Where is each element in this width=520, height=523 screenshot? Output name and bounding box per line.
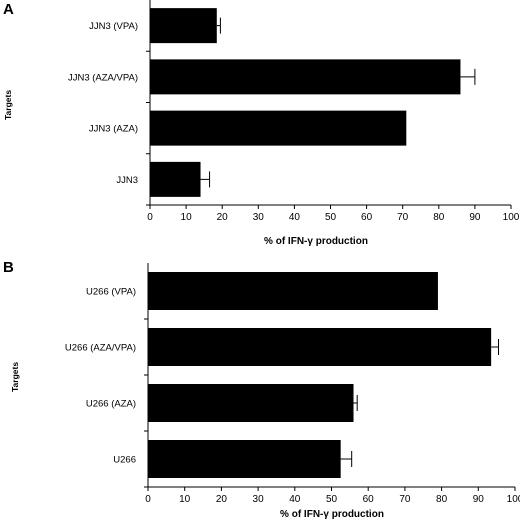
panel-b-category-label: U266 bbox=[113, 455, 136, 466]
panel-a-letter: A bbox=[3, 1, 14, 18]
panel-b-x-tick-label: 70 bbox=[399, 494, 411, 505]
panel-b: B Targets % of IFN-γ production 0 10 20 30 4… bbox=[3, 259, 520, 520]
panel-b-x-tick-label: 50 bbox=[326, 494, 338, 505]
panel-b-x-tick-label: 90 bbox=[473, 494, 485, 505]
panel-a-x-tick-label: 50 bbox=[325, 212, 337, 223]
panel-b-x-axis-label: % of IFN-γ production bbox=[280, 509, 384, 520]
panel-a-x-tick-label: 100 bbox=[503, 212, 520, 223]
panel-a-x-tick-label: 70 bbox=[397, 212, 409, 223]
panel-a-x-tick-label: 20 bbox=[217, 212, 229, 223]
panel-a-category-label: JJN3 (AZA) bbox=[89, 124, 138, 135]
panel-a-category-label: JJN3 bbox=[116, 175, 138, 186]
panel-b-plot-area: 0 10 20 30 40 50 60 70 80 90 100 U266 (VPA) U266 (AZ… bbox=[65, 263, 520, 505]
panel-b-category-label: U266 (VPA) bbox=[86, 287, 136, 298]
panel-a-bar bbox=[150, 8, 217, 44]
panel-a-x-tick-label: 30 bbox=[253, 212, 265, 223]
panel-b-x-tick-label: 20 bbox=[216, 494, 228, 505]
panel-b-x-tick-label: 0 bbox=[145, 494, 151, 505]
panel-a-x-axis-label: % of IFN-γ production bbox=[264, 236, 368, 247]
panel-a-x-tick-label: 80 bbox=[433, 212, 445, 223]
panel-b-letter: B bbox=[3, 259, 14, 276]
panel-b-bar bbox=[148, 440, 341, 478]
panel-a-x-tick-label: 40 bbox=[289, 212, 301, 223]
panel-b-bar bbox=[148, 328, 492, 366]
panel-b-x-tick-label: 60 bbox=[363, 494, 375, 505]
panel-a-category-label: JJN3 (VPA) bbox=[89, 21, 138, 32]
panel-b-y-axis-label: Targets bbox=[10, 362, 20, 392]
panel-a-x-tick-label: 60 bbox=[361, 212, 373, 223]
panel-a-x-tick-label: 0 bbox=[147, 212, 153, 223]
panel-a-x-tick-label: 90 bbox=[469, 212, 481, 223]
panel-b-x-tick-label: 40 bbox=[289, 494, 301, 505]
panel-b-category-label: U266 (AZA/VPA) bbox=[65, 343, 136, 354]
panel-b-bar bbox=[148, 272, 438, 310]
panel-b-x-tick-label: 100 bbox=[507, 494, 520, 505]
panel-a-category-label: JJN3 (AZA/VPA) bbox=[68, 72, 138, 83]
panel-b-category-label: U266 (AZA) bbox=[86, 399, 136, 410]
panel-a-bar bbox=[150, 59, 461, 95]
panel-a: A Targets % of IFN-γ production 0 10 20 30 4… bbox=[3, 0, 520, 247]
panel-b-bar bbox=[148, 384, 354, 422]
panel-b-x-tick-label: 80 bbox=[436, 494, 448, 505]
panel-a-bar bbox=[150, 110, 407, 146]
panel-b-x-tick-label: 10 bbox=[179, 494, 191, 505]
panel-a-y-axis-label: Targets bbox=[3, 90, 13, 120]
panel-a-bar bbox=[150, 161, 201, 197]
panel-a-plot-area: 0 10 20 30 40 50 60 70 80 90 100 JJN3 (VPA) JJN3 (AZ… bbox=[68, 0, 520, 223]
panel-a-x-tick-label: 10 bbox=[181, 212, 193, 223]
panel-b-x-tick-label: 30 bbox=[253, 494, 265, 505]
